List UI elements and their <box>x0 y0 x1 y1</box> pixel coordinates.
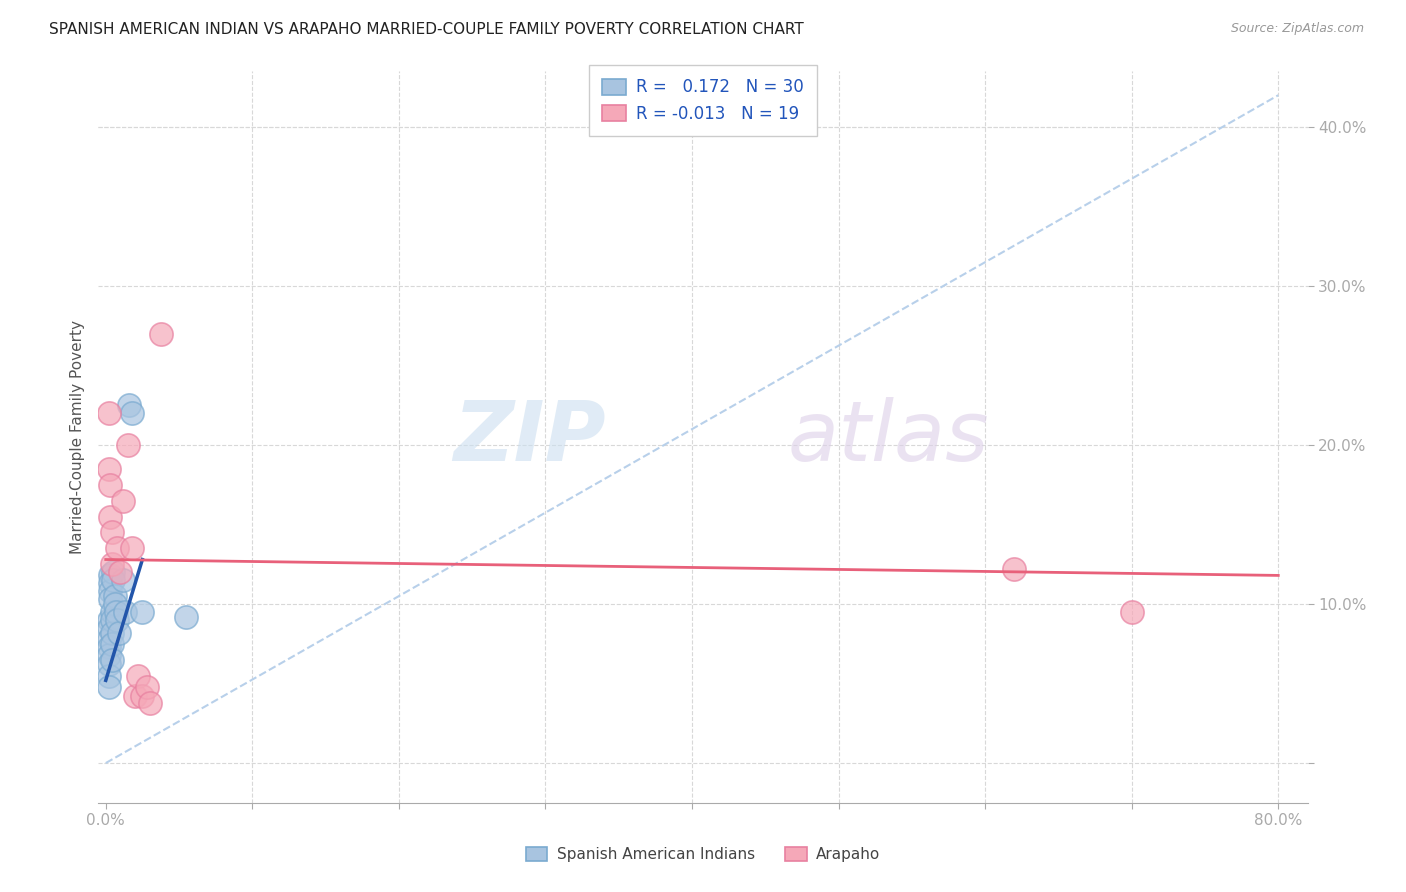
Point <box>98 576 121 591</box>
Point <box>100 558 122 572</box>
Point <box>100 605 122 619</box>
Point <box>121 406 143 420</box>
Point <box>97 406 120 420</box>
Point <box>97 657 120 672</box>
Text: ZIP: ZIP <box>454 397 606 477</box>
Point <box>97 621 120 635</box>
Point <box>100 625 122 640</box>
Point <box>101 573 124 587</box>
Point <box>100 637 122 651</box>
Point <box>103 597 125 611</box>
Point <box>127 668 149 682</box>
Point <box>121 541 143 556</box>
Point <box>97 613 120 627</box>
Point <box>135 680 157 694</box>
Point <box>97 648 120 662</box>
Text: atlas: atlas <box>787 397 990 477</box>
Point <box>112 573 135 587</box>
Point <box>103 589 125 603</box>
Point <box>107 613 129 627</box>
Point <box>124 690 146 704</box>
Point <box>100 653 122 667</box>
Point <box>138 696 160 710</box>
Point <box>97 632 120 646</box>
Point <box>1004 562 1026 576</box>
Point <box>131 605 153 619</box>
Point <box>98 584 121 599</box>
Point <box>97 640 120 654</box>
Point <box>1121 605 1143 619</box>
Point <box>101 566 124 580</box>
Text: SPANISH AMERICAN INDIAN VS ARAPAHO MARRIED-COUPLE FAMILY POVERTY CORRELATION CHA: SPANISH AMERICAN INDIAN VS ARAPAHO MARRI… <box>49 22 804 37</box>
Point <box>112 493 135 508</box>
Point <box>117 438 139 452</box>
Point <box>118 398 141 412</box>
Point <box>150 326 173 341</box>
Point <box>108 625 131 640</box>
Point <box>110 566 132 580</box>
Point <box>97 462 120 476</box>
Point <box>176 609 198 624</box>
Point <box>114 605 136 619</box>
Point <box>100 525 122 540</box>
Point <box>98 477 121 491</box>
Legend: Spanish American Indians, Arapaho: Spanish American Indians, Arapaho <box>520 840 886 868</box>
Point <box>98 509 121 524</box>
Point <box>97 680 120 694</box>
Y-axis label: Married-Couple Family Poverty: Married-Couple Family Poverty <box>69 320 84 554</box>
Point <box>97 668 120 682</box>
Point <box>107 541 129 556</box>
Point <box>98 592 121 607</box>
Text: Source: ZipAtlas.com: Source: ZipAtlas.com <box>1230 22 1364 36</box>
Point <box>131 690 153 704</box>
Point <box>100 613 122 627</box>
Point <box>105 605 128 619</box>
Point <box>98 568 121 582</box>
